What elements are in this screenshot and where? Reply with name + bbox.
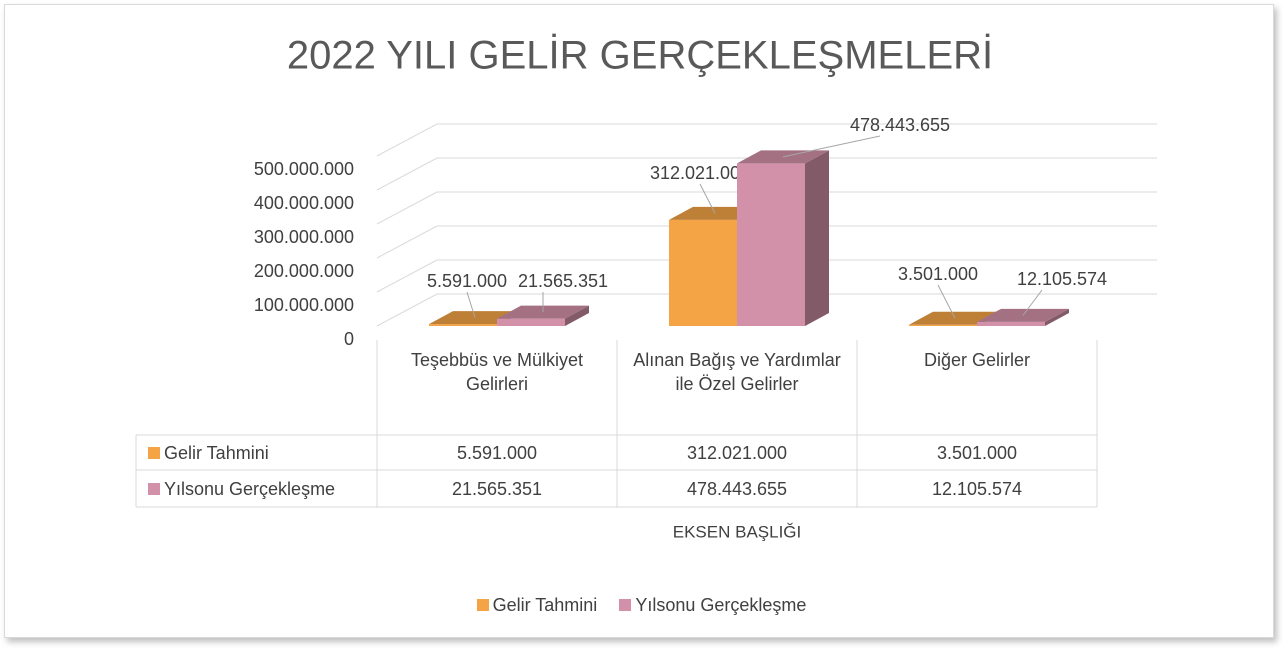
data-label: 478.443.655: [850, 115, 950, 135]
legend-swatch: [148, 482, 160, 495]
bar: [977, 308, 1069, 326]
bar: [737, 150, 829, 326]
bar-side: [565, 305, 589, 326]
bar-front: [909, 324, 977, 326]
category-label: Diğer Gelirler: [923, 350, 1031, 370]
leader-line: [1022, 289, 1043, 316]
table-value: 21.565.351: [451, 478, 543, 499]
y-tick-label: 0: [344, 329, 354, 349]
bar-front: [497, 318, 565, 326]
leader-line: [937, 284, 956, 319]
legend-swatch: [476, 599, 489, 611]
leader-line: [699, 183, 716, 214]
series-name: Gelir Tahmini: [164, 442, 269, 463]
data-label: 312.021.000: [650, 163, 750, 183]
grid-line: [376, 123, 1157, 157]
grid-line: [376, 225, 1157, 259]
legend-item: Gelir Tahmini: [476, 593, 598, 617]
legend-item: Yılsonu Gerçekleşme: [619, 593, 806, 617]
category-label: Alınan Bağış ve Yardımlar ile Özel Gelir…: [633, 350, 841, 394]
y-tick-label: 300.000.000: [254, 227, 354, 247]
table-value: 12.105.574: [931, 478, 1023, 499]
bar-front: [737, 163, 805, 326]
bar-side: [805, 150, 829, 326]
table-value: 5.591.000: [456, 442, 538, 463]
grid-line: [376, 191, 1157, 225]
legend: Gelir Tahmini Yılsonu Gerçekleşme: [0, 592, 1283, 618]
legend-label: Gelir Tahmini: [492, 595, 598, 615]
table-value: 478.443.655: [686, 478, 788, 499]
series-name: Yılsonu Gerçekleşme: [164, 478, 336, 499]
bar-side: [1045, 308, 1069, 326]
data-label: 5.591.000: [427, 271, 507, 291]
y-tick-label: 200.000.000: [254, 261, 354, 281]
category-label: Teşebbüs ve Mülkiyet Gelirleri: [410, 350, 584, 394]
grid-line: [376, 259, 1157, 293]
y-tick-label: 500.000.000: [254, 159, 354, 179]
table-value: 312.021.000: [686, 442, 788, 463]
legend-swatch: [148, 446, 160, 459]
bar-front: [669, 219, 737, 326]
grid-line: [376, 293, 1157, 327]
data-label: 3.501.000: [898, 264, 978, 284]
y-tick-label: 400.000.000: [254, 193, 354, 213]
legend-label: Yılsonu Gerçekleşme: [635, 595, 807, 615]
bar-front: [977, 321, 1045, 326]
data-label: 21.565.351: [518, 271, 608, 291]
bar-front: [429, 324, 497, 326]
legend-swatch: [619, 599, 632, 611]
axis-title: EKSEN BAŞLIĞI: [673, 522, 802, 541]
grid-line: [376, 157, 1157, 191]
leader-line: [782, 135, 881, 158]
chart-title: 2022 YILI GELİR GERÇEKLEŞMELERİ: [287, 33, 993, 78]
table-value: 3.501.000: [936, 442, 1018, 463]
chart-area: [4, 4, 1274, 638]
y-tick-label: 100.000.000: [254, 295, 354, 315]
table-series-name: Yılsonu Gerçekleşme: [136, 470, 377, 507]
table-series-name: Gelir Tahmini: [136, 435, 377, 470]
data-label: 12.105.574: [1017, 269, 1107, 289]
leader-line: [466, 291, 476, 318]
